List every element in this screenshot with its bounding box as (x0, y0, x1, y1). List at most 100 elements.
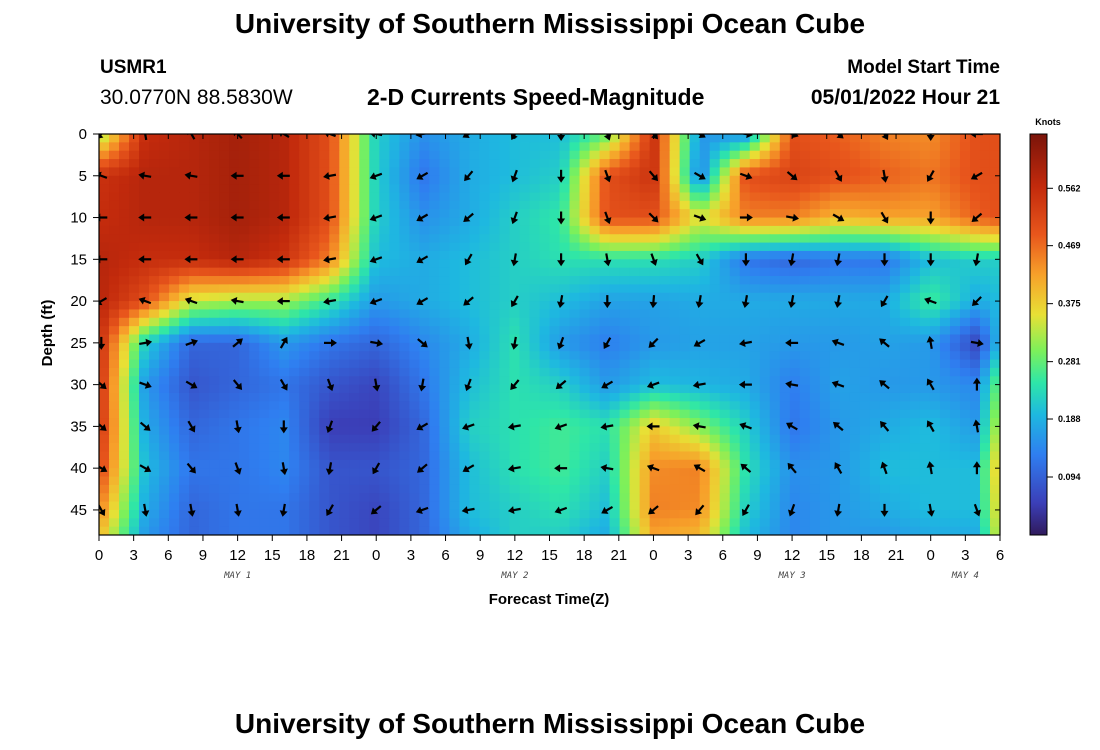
heat-cell (599, 234, 611, 244)
heat-cell (449, 384, 460, 394)
heat-cell (269, 301, 280, 311)
heat-cell (739, 200, 751, 210)
heat-cell (839, 518, 851, 528)
heat-cell (949, 184, 961, 194)
heat-cell (249, 418, 260, 427)
heat-cell (409, 284, 420, 294)
heat-cell (339, 426, 350, 436)
heat-cell (469, 167, 481, 177)
heat-cell (359, 175, 370, 185)
current-arrow (557, 211, 566, 225)
heat-cell (759, 509, 771, 519)
heat-cell (619, 384, 631, 394)
heat-cell (159, 301, 170, 311)
heat-cell (839, 292, 851, 302)
heat-cell (919, 351, 931, 361)
heat-cell (109, 150, 120, 160)
heat-cell (549, 401, 561, 411)
heat-cell (649, 184, 661, 194)
heat-cell (619, 443, 631, 453)
heat-cell (469, 367, 481, 377)
heat-cell (289, 192, 300, 202)
heat-cell (979, 367, 991, 377)
heat-cell (229, 409, 240, 419)
heat-cell (619, 434, 631, 444)
heat-cell (429, 159, 440, 169)
heat-cell (369, 242, 380, 252)
heat-cell (249, 351, 260, 361)
heat-cell (209, 342, 220, 352)
heat-cell (899, 150, 911, 160)
heat-cell (989, 426, 1000, 436)
heat-cell (259, 134, 270, 143)
heat-cell (779, 192, 791, 202)
heat-cell (819, 359, 831, 369)
heat-cell (429, 434, 440, 444)
heat-cell (449, 242, 460, 252)
heat-cell (699, 167, 711, 177)
arrow-head (926, 510, 935, 517)
heat-cell (939, 509, 951, 519)
heat-cell (889, 476, 901, 486)
heat-cell (989, 284, 1000, 294)
heat-cell (949, 242, 961, 252)
current-arrow (510, 169, 519, 183)
heat-cell (149, 367, 160, 377)
heat-cell (139, 326, 150, 336)
heat-cell (859, 292, 871, 302)
heat-cell (389, 468, 400, 478)
heat-cell (739, 409, 751, 419)
current-arrow (325, 462, 334, 476)
heat-cell (819, 384, 831, 394)
heat-cell (979, 434, 991, 444)
heat-cell (859, 351, 871, 361)
heat-cell (839, 309, 851, 319)
heat-cell (699, 518, 711, 528)
heat-cell (789, 351, 801, 361)
heat-cell (169, 142, 180, 152)
heat-cell (329, 276, 340, 285)
heat-cell (529, 384, 541, 394)
heat-cell (969, 217, 981, 227)
heat-cell (419, 376, 430, 386)
current-arrow (510, 134, 519, 141)
heat-cell (109, 476, 120, 486)
heat-cell (269, 317, 280, 327)
arrow-head (510, 343, 519, 350)
heat-cell (479, 493, 491, 503)
heat-cell (249, 409, 260, 419)
heat-cell (819, 225, 831, 235)
heat-cell (389, 242, 400, 252)
heat-cell (159, 225, 170, 235)
heat-cell (769, 259, 781, 269)
heat-cell (919, 234, 931, 244)
heat-cell (349, 284, 360, 294)
heat-cell (499, 167, 511, 177)
heat-cell (839, 276, 851, 285)
heat-cell (279, 459, 290, 469)
heat-cell (219, 317, 230, 327)
heat-cell (399, 351, 410, 361)
heat-cell (529, 376, 541, 386)
heat-cell (949, 468, 961, 478)
heat-cell (129, 351, 140, 361)
current-arrow (230, 213, 244, 222)
heat-cell (209, 284, 220, 294)
heat-cell (169, 518, 180, 528)
heat-cell (349, 301, 360, 311)
heat-cell (649, 468, 661, 478)
heat-cell (499, 401, 511, 411)
heat-cell (399, 409, 410, 419)
heat-cell (199, 476, 210, 486)
heat-cell (569, 200, 581, 210)
heat-cell (829, 184, 841, 194)
heat-cell (509, 209, 521, 219)
heat-cell (299, 259, 310, 269)
heat-cell (849, 493, 861, 503)
heat-cell (789, 259, 801, 269)
heat-cell (979, 234, 991, 244)
heat-cell (379, 317, 390, 327)
current-arrow (785, 338, 799, 347)
heat-cell (689, 392, 701, 402)
heat-cell (449, 501, 460, 511)
